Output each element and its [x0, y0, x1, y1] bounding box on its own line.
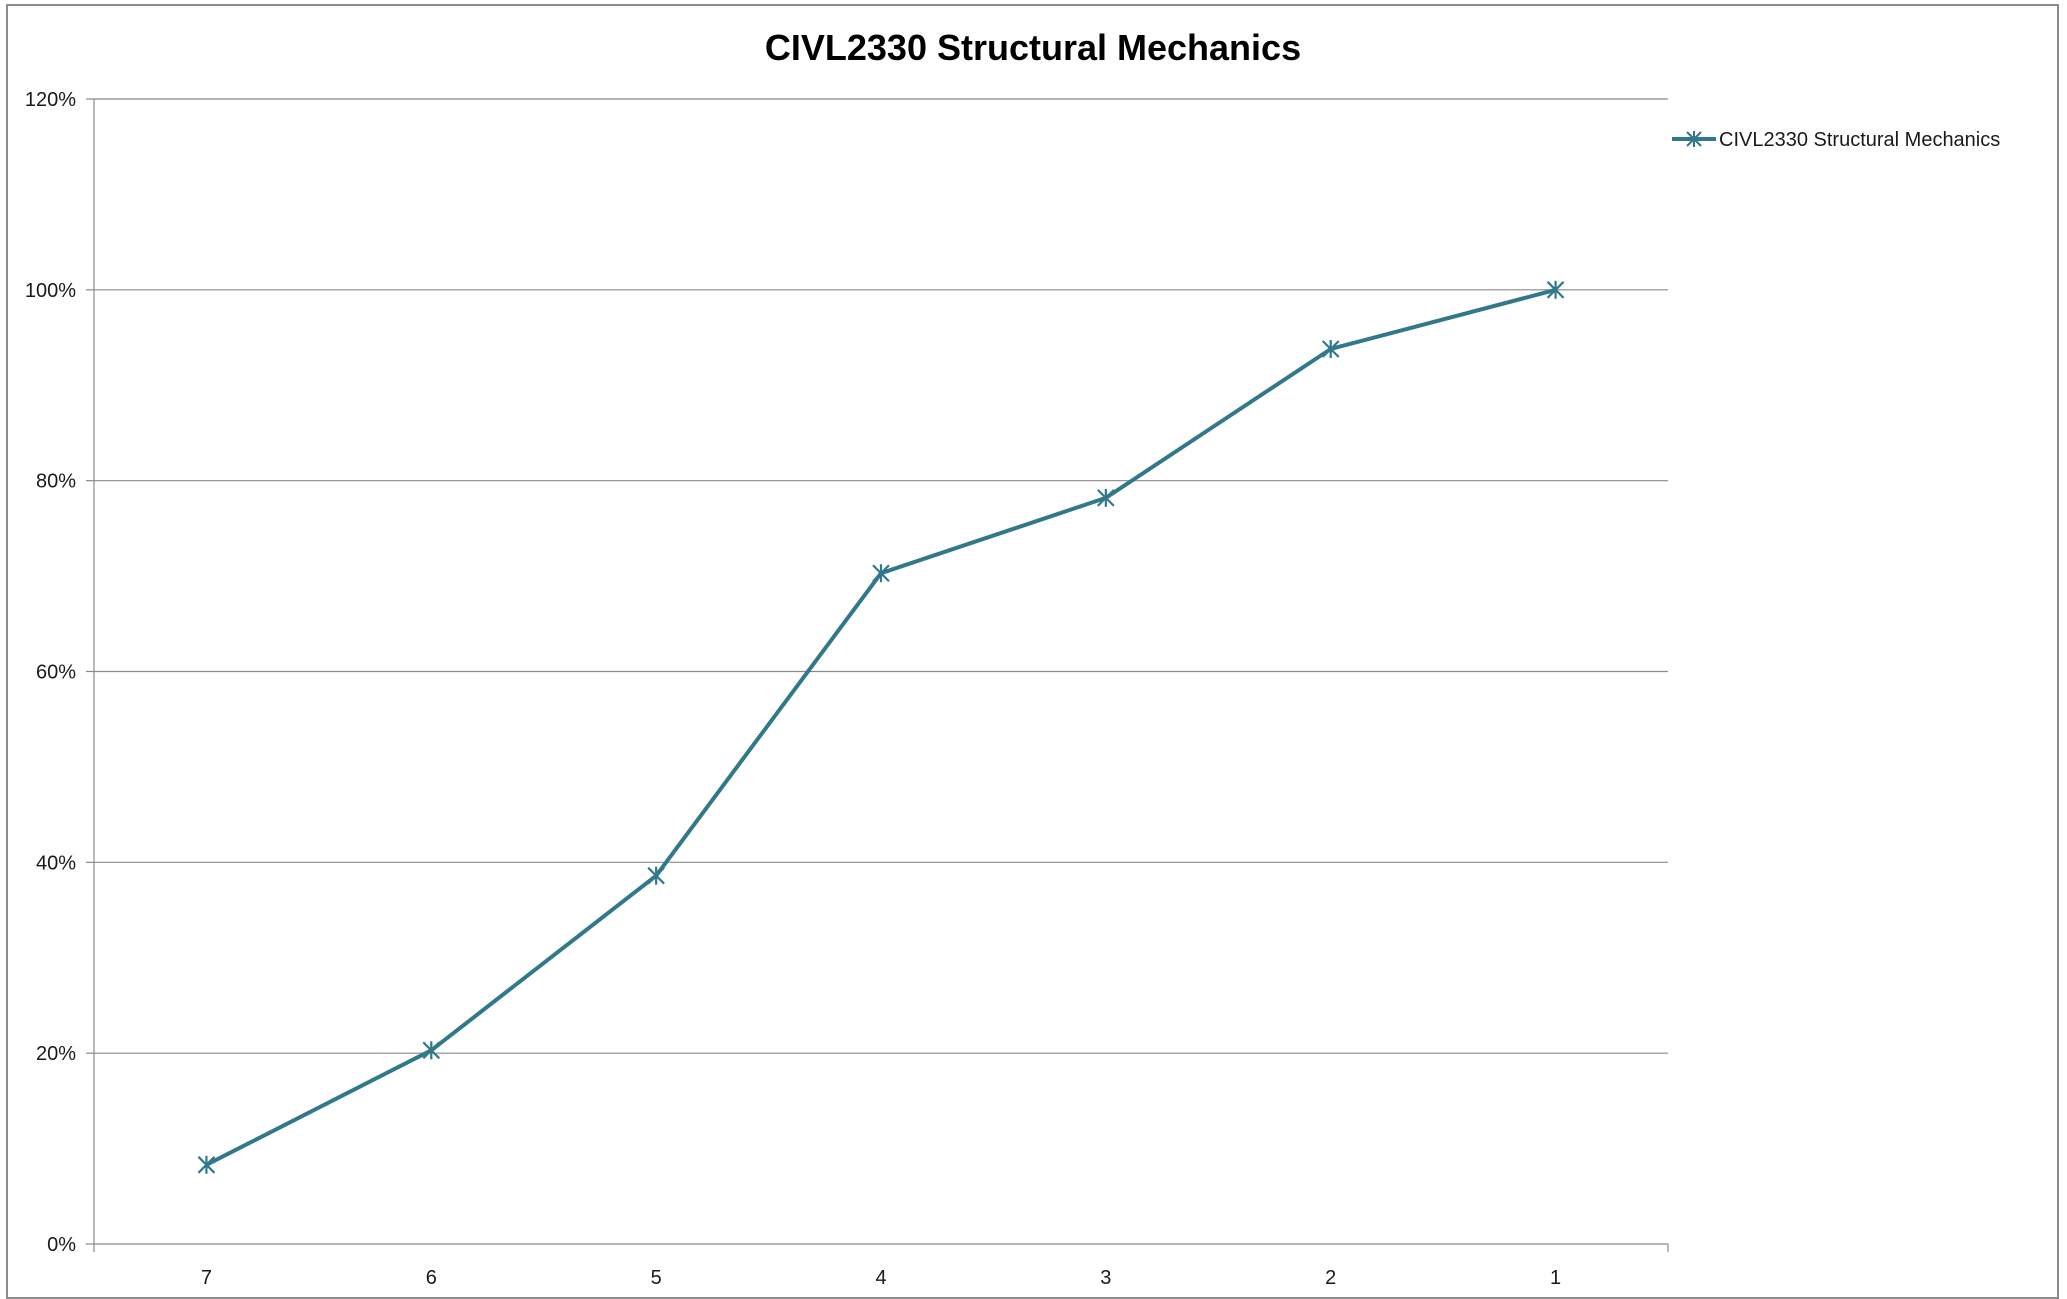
x-tick-labels: 7 6 5 4 3 2 1 [201, 1267, 1561, 1289]
data-point [872, 564, 890, 583]
y-tick-label: 60% [36, 662, 76, 684]
legend-marker [1686, 131, 1702, 147]
x-tick-label: 4 [875, 1267, 886, 1289]
legend: CIVL2330 Structural Mechanics [1672, 129, 2000, 151]
axes [86, 98, 1669, 1252]
chart-frame [6, 4, 2059, 1299]
y-tick-label: 120% [25, 89, 76, 111]
data-point [1097, 488, 1115, 507]
data-point [422, 1041, 441, 1060]
data-point [647, 866, 665, 885]
series-layer [197, 280, 1565, 1174]
x-tick-label: 3 [1100, 1267, 1111, 1289]
y-tick-labels: 0% 20% 40% 60% 80% 100% 120% [25, 89, 76, 1256]
x-tick-label: 7 [201, 1267, 212, 1289]
y-tick-label: 80% [36, 471, 76, 493]
data-point [197, 1155, 216, 1174]
chart-title: CIVL2330 Structural Mechanics [765, 27, 1301, 68]
series-line [205, 287, 1557, 1167]
data-point [1546, 280, 1565, 299]
x-tick-label: 5 [651, 1267, 662, 1289]
legend-label: CIVL2330 Structural Mechanics [1719, 129, 2000, 151]
y-tick-label: 0% [47, 1234, 76, 1256]
gridlines [94, 98, 1668, 1054]
y-tick-label: 40% [36, 852, 76, 874]
y-tick-label: 100% [25, 280, 76, 302]
x-tick-label: 1 [1550, 1267, 1561, 1289]
y-tick-label: 20% [36, 1043, 76, 1065]
x-tick-label: 6 [426, 1267, 437, 1289]
x-tick-label: 2 [1325, 1267, 1336, 1289]
data-point [1321, 339, 1340, 358]
